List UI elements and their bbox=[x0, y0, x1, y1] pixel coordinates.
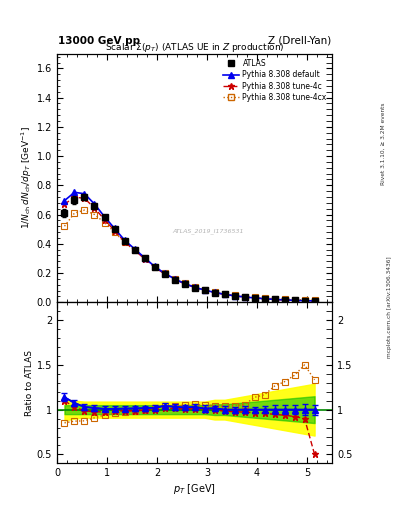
Legend: ATLAS, Pythia 8.308 default, Pythia 8.308 tune-4c, Pythia 8.308 tune-4cx: ATLAS, Pythia 8.308 default, Pythia 8.30… bbox=[221, 57, 328, 103]
Y-axis label: $1/N_\mathrm{ch}\,dN_\mathrm{ch}/dp_T$ [GeV$^{-1}$]: $1/N_\mathrm{ch}\,dN_\mathrm{ch}/dp_T$ [… bbox=[20, 126, 34, 229]
Text: mcplots.cern.ch [arXiv:1306.3436]: mcplots.cern.ch [arXiv:1306.3436] bbox=[387, 257, 391, 358]
Text: Z (Drell-Yan): Z (Drell-Yan) bbox=[268, 36, 332, 46]
Text: ATLAS_2019_I1736531: ATLAS_2019_I1736531 bbox=[173, 229, 244, 234]
Title: Scalar $\Sigma(p_T)$ (ATLAS UE in $Z$ production): Scalar $\Sigma(p_T)$ (ATLAS UE in $Z$ pr… bbox=[105, 40, 284, 54]
Text: 13000 GeV pp: 13000 GeV pp bbox=[58, 36, 140, 46]
Text: Rivet 3.1.10, ≥ 3.2M events: Rivet 3.1.10, ≥ 3.2M events bbox=[381, 102, 386, 185]
X-axis label: $p_T$ [GeV]: $p_T$ [GeV] bbox=[173, 482, 216, 497]
Y-axis label: Ratio to ATLAS: Ratio to ATLAS bbox=[25, 350, 34, 416]
